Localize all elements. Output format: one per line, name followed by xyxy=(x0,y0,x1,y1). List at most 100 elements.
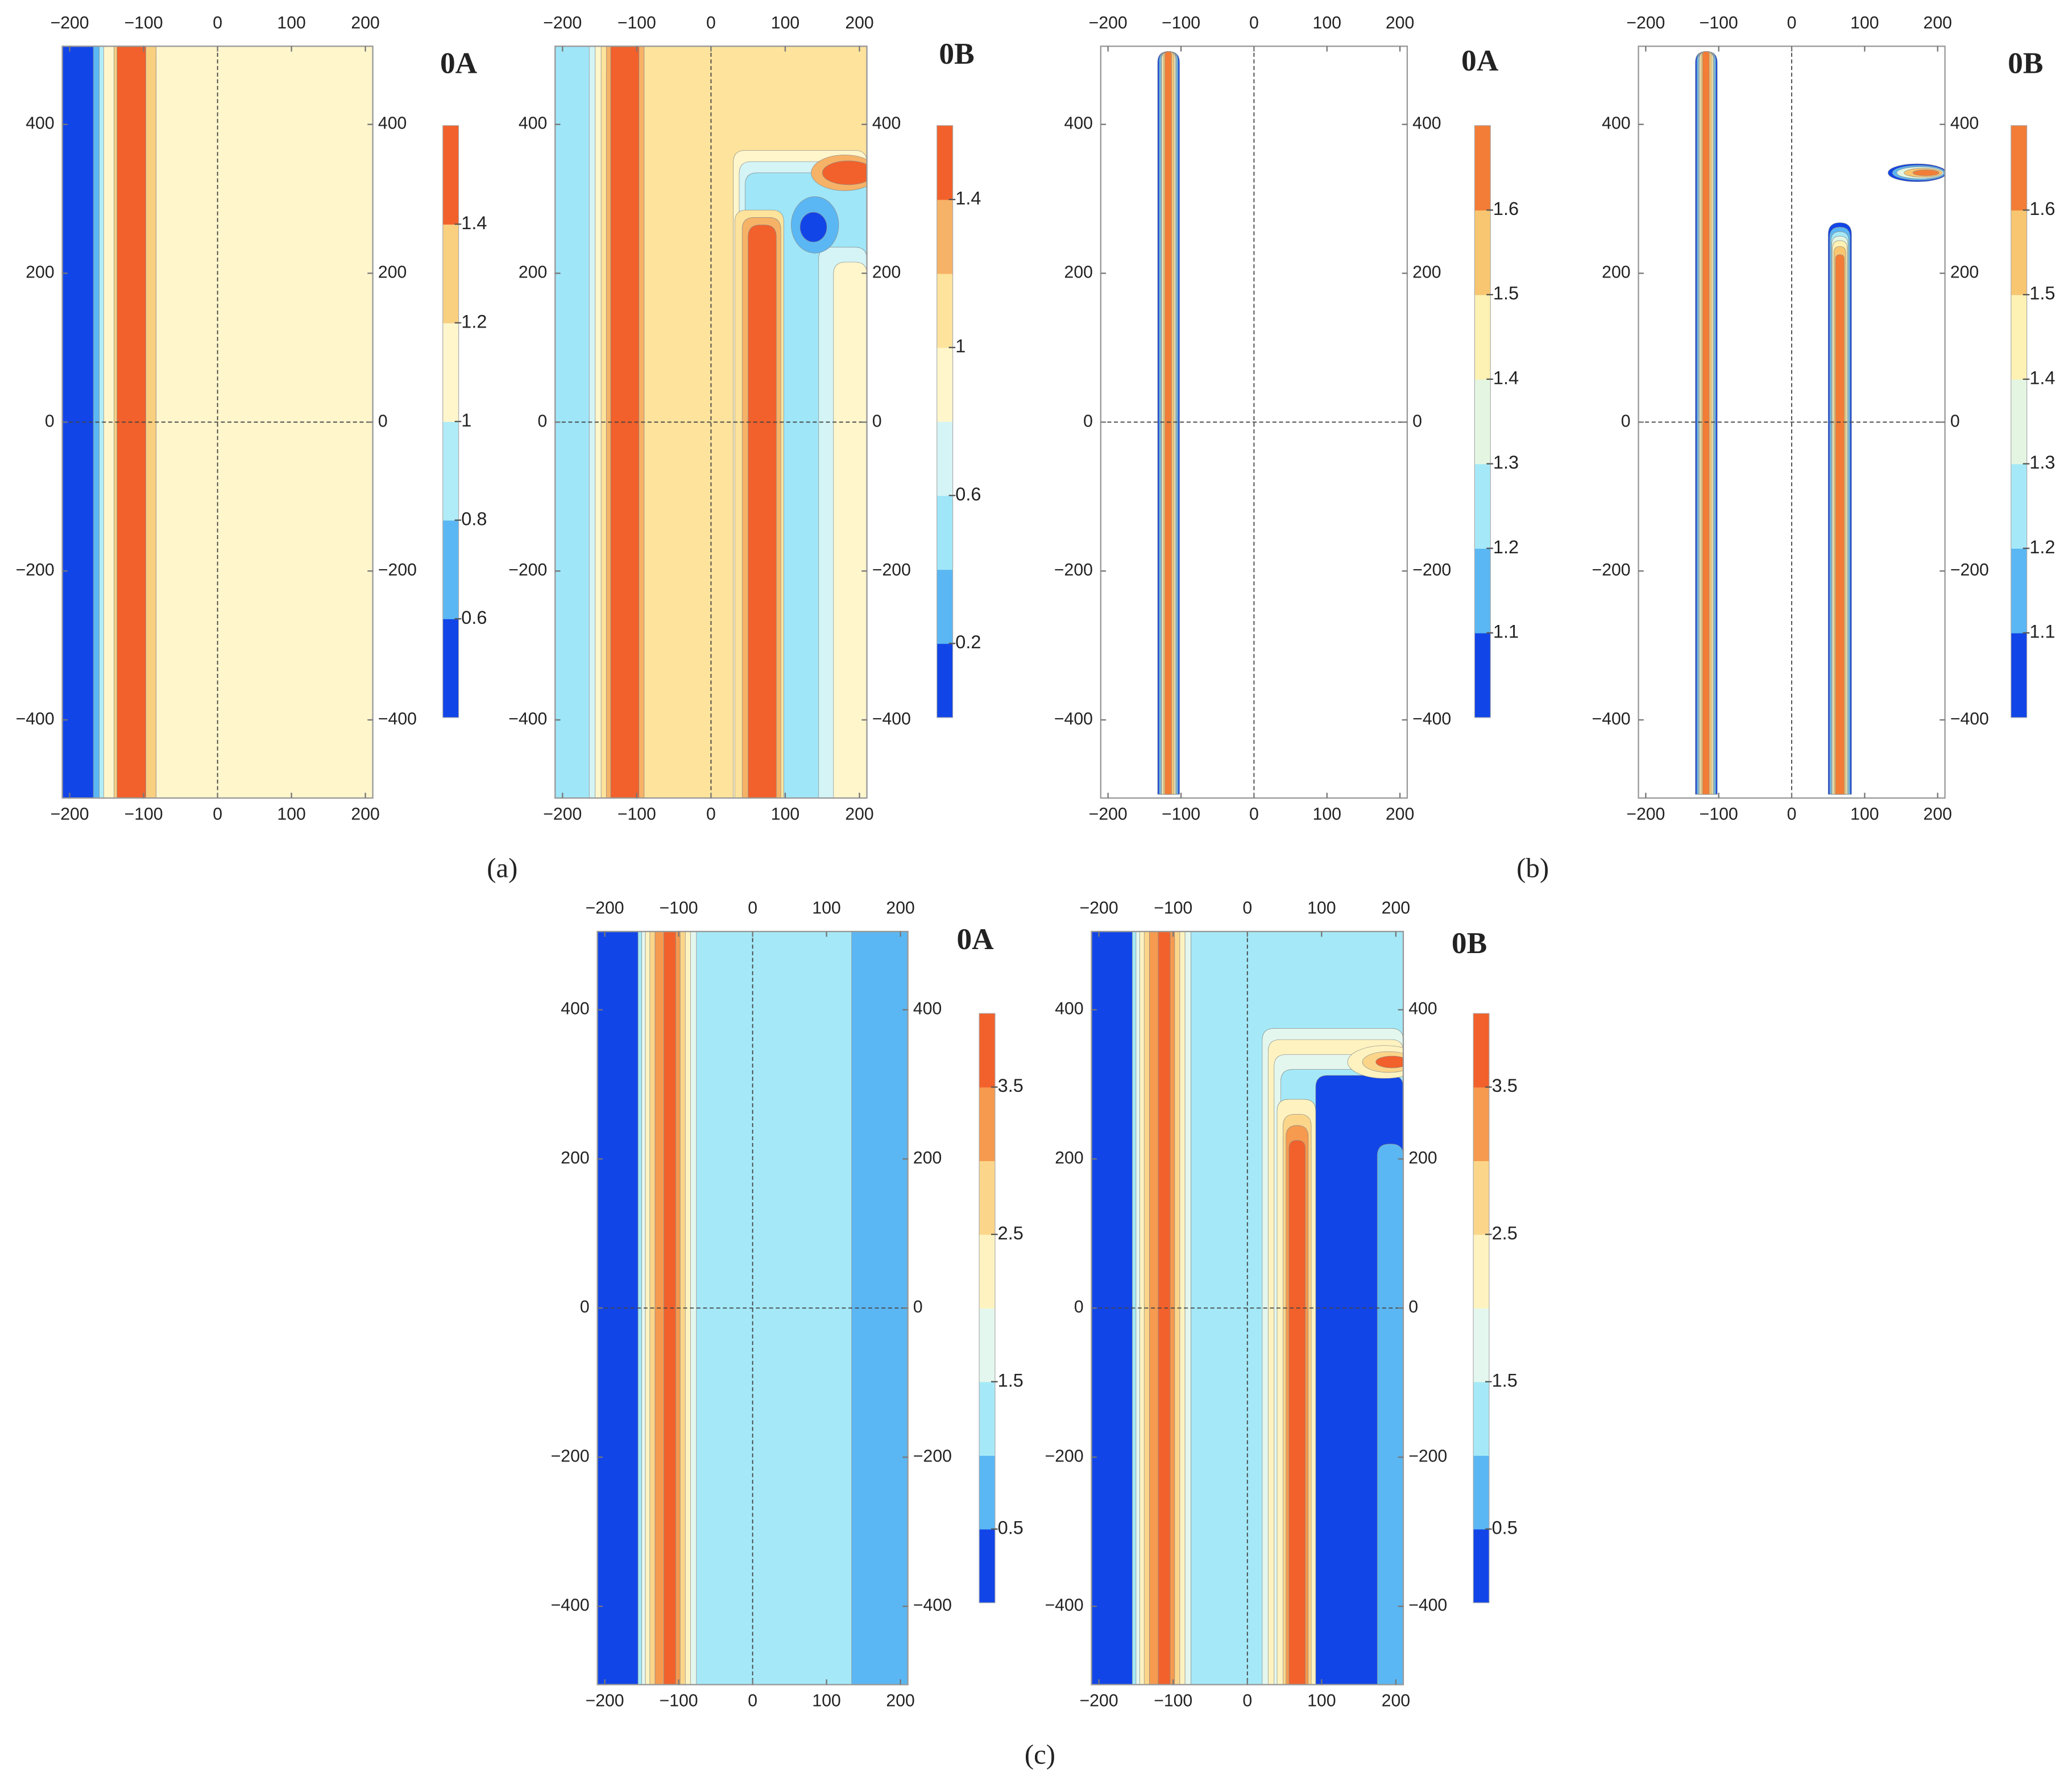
contour-region xyxy=(1702,51,1710,795)
x-tick-label: 200 xyxy=(1382,899,1410,918)
colorbar-tick-label: 1.2 xyxy=(2029,537,2055,557)
y-tick-label: 200 xyxy=(913,1149,942,1167)
colorbar-band xyxy=(1473,1381,1489,1456)
y-tick-label: 400 xyxy=(1602,114,1630,133)
y-tick-label: 0 xyxy=(1408,1298,1418,1316)
colorbar-tick-label: 1.1 xyxy=(2029,622,2055,642)
colorbar-tick-label: 2.5 xyxy=(998,1223,1023,1243)
x-tick-label: −200 xyxy=(51,805,89,824)
colorbar-band xyxy=(1473,1161,1489,1235)
x-tick-label: 200 xyxy=(351,14,379,32)
x-tick-label: 0 xyxy=(1787,14,1797,32)
colorbar: 1.1 1.2 1.3 1.4 1.5 1.6 xyxy=(2011,125,2055,718)
colorbar-tick-label: 1.2 xyxy=(1493,537,1519,557)
x-tick-label: 0 xyxy=(1242,899,1252,918)
x-tick-label: 100 xyxy=(1850,805,1879,824)
x-tick-label: 200 xyxy=(351,805,379,824)
contour-region xyxy=(679,931,686,1685)
y-tick-label: 0 xyxy=(913,1298,923,1316)
colorbar-band xyxy=(2011,463,2027,549)
colorbar-band xyxy=(936,347,953,422)
colorbar-band xyxy=(1474,379,1491,465)
colorbar-band xyxy=(1473,1087,1489,1161)
colorbar-tick-label: 0.5 xyxy=(998,1517,1023,1538)
x-tick-label: −100 xyxy=(618,14,656,32)
colorbar-band xyxy=(1473,1013,1489,1088)
subfigure-caption: (c) xyxy=(1025,1739,1055,1770)
x-tick-label: 0 xyxy=(1787,805,1797,824)
colorbar-tick-label: 0.6 xyxy=(955,484,981,504)
y-tick-label: 400 xyxy=(913,1000,942,1018)
colorbar-band xyxy=(2011,210,2027,295)
x-tick-label: −200 xyxy=(543,805,582,824)
x-tick-label: −200 xyxy=(543,14,582,32)
y-tick-label: −200 xyxy=(1950,561,1989,579)
colorbar-tick-label: 1.3 xyxy=(2029,452,2055,473)
colorbar-frame xyxy=(2011,125,2028,718)
colorbar-band xyxy=(979,1087,995,1161)
y-tick-label: 200 xyxy=(1412,263,1441,282)
y-tick-label: 200 xyxy=(1055,1149,1083,1167)
colorbar-frame xyxy=(979,1013,996,1603)
colorbar-band xyxy=(979,1013,995,1088)
x-tick-label: −100 xyxy=(618,805,656,824)
contour-spot xyxy=(799,212,827,242)
contour-region xyxy=(1288,1140,1306,1685)
x-tick-label: −100 xyxy=(125,14,163,32)
colorbar-tick-label: 2.5 xyxy=(1492,1223,1518,1243)
y-tick-label: −400 xyxy=(1412,710,1451,728)
x-tick-label: −200 xyxy=(51,14,89,32)
colorbar-tick-label: 1.2 xyxy=(461,311,487,332)
panel-title: 0A xyxy=(956,922,994,956)
contour-region xyxy=(833,262,867,798)
x-tick-label: 100 xyxy=(771,805,799,824)
x-tick-label: 100 xyxy=(1313,14,1341,32)
colorbar-band xyxy=(1473,1455,1489,1530)
colorbar-band xyxy=(1474,548,1491,633)
contour-region xyxy=(1179,931,1186,1685)
x-tick-label: −200 xyxy=(1626,805,1665,824)
contour-region xyxy=(641,931,646,1685)
y-tick-label: 400 xyxy=(1055,1000,1083,1018)
colorbar-band xyxy=(1473,1529,1489,1604)
x-tick-label: 100 xyxy=(771,14,799,32)
colorbar: 0.6 0.8 1 1.2 1.4 xyxy=(442,125,487,718)
colorbar-band xyxy=(442,421,459,521)
contour-region xyxy=(1184,931,1191,1685)
contour-region xyxy=(645,931,650,1685)
x-tick-label: −200 xyxy=(1080,899,1118,918)
x-tick-label: −100 xyxy=(1154,1692,1192,1711)
colorbar-tick-label: 0.8 xyxy=(461,508,487,529)
x-tick-label: 100 xyxy=(1850,14,1879,32)
x-tick-label: 0 xyxy=(213,14,222,32)
y-tick-label: 200 xyxy=(872,263,901,282)
colorbar-band xyxy=(442,125,459,225)
y-tick-label: 200 xyxy=(26,263,54,282)
y-tick-label: −200 xyxy=(378,561,417,579)
colorbar-tick-label: 1.6 xyxy=(1493,198,1519,219)
y-tick-label: −200 xyxy=(1045,1447,1084,1465)
colorbar-tick-label: 1.4 xyxy=(1493,367,1519,388)
y-tick-label: 200 xyxy=(1064,263,1093,282)
x-tick-label: −100 xyxy=(660,1692,698,1711)
colorbar-band xyxy=(442,520,459,619)
colorbar-tick-label: 1 xyxy=(955,336,965,357)
x-tick-label: 0 xyxy=(748,1692,757,1711)
y-tick-label: 400 xyxy=(561,1000,589,1018)
y-tick-label: −400 xyxy=(378,710,417,728)
colorbar-band xyxy=(1474,125,1491,211)
panel-title: 0B xyxy=(2008,45,2043,80)
y-tick-label: −200 xyxy=(551,1447,590,1465)
x-tick-label: −200 xyxy=(1089,14,1128,32)
x-tick-label: 0 xyxy=(1249,805,1259,824)
colorbar-band xyxy=(2011,379,2027,465)
colorbar-band xyxy=(442,224,459,324)
contour-spot xyxy=(1912,169,1940,176)
y-tick-label: 200 xyxy=(519,263,547,282)
colorbar-band xyxy=(1473,1308,1489,1382)
x-tick-label: −100 xyxy=(125,805,163,824)
x-tick-label: −100 xyxy=(1700,14,1738,32)
